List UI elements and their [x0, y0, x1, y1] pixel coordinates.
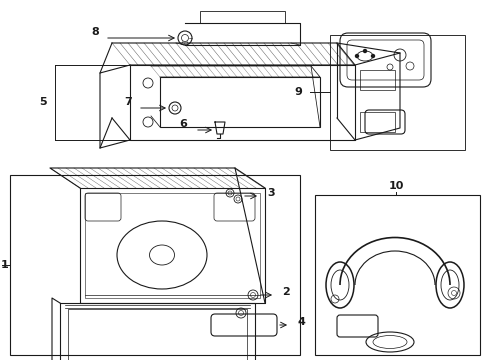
Bar [359, 112, 394, 132]
Bar [329, 35, 464, 150]
Text: 5: 5 [39, 97, 47, 107]
Circle shape [363, 49, 366, 53]
Bar [359, 70, 394, 90]
Text: 3: 3 [266, 188, 274, 198]
Text: 4: 4 [296, 317, 304, 327]
Bar [85, 193, 260, 298]
Bar [200, 11, 285, 23]
Bar [160, 77, 319, 127]
Bar [68, 309, 246, 360]
Text: 2: 2 [282, 287, 289, 297]
Text: 7: 7 [124, 97, 132, 107]
Text: 9: 9 [293, 87, 301, 97]
Bar [10, 175, 299, 355]
Text: 8: 8 [91, 27, 99, 37]
Text: 1: 1 [1, 260, 9, 270]
Bar [314, 195, 479, 355]
Text: 6: 6 [179, 119, 186, 129]
Circle shape [371, 54, 374, 58]
Circle shape [355, 54, 358, 58]
Text: 10: 10 [387, 181, 403, 191]
